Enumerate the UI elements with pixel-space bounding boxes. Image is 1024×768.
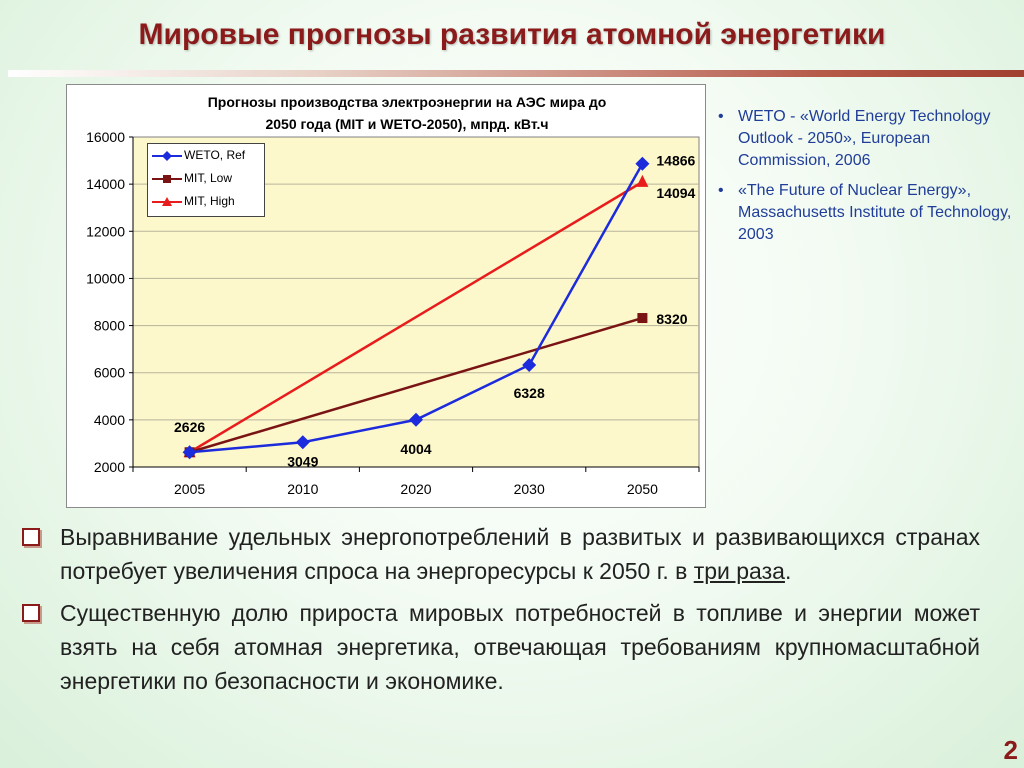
- bullet-item: Выравнивание удельных энергопотреблений …: [22, 520, 980, 588]
- legend-triangle-icon: [152, 197, 182, 206]
- data-label: 4004: [400, 441, 431, 457]
- bullet-list: Выравнивание удельных энергопотреблений …: [22, 520, 980, 706]
- reference-list: WETO - «World Energy Technology Outlook …: [716, 106, 1016, 254]
- data-point-diamond: [295, 435, 310, 450]
- data-point-diamond: [409, 412, 423, 427]
- data-point-diamond: [182, 445, 197, 460]
- data-label: 3049: [287, 453, 318, 469]
- x-tick-label: 2050: [627, 481, 658, 497]
- data-label: 14094: [656, 185, 695, 201]
- y-tick-label: 6000: [94, 365, 125, 381]
- reference-item: «The Future of Nuclear Energy», Massachu…: [716, 180, 1016, 246]
- data-point-diamond: [635, 156, 650, 171]
- y-tick-label: 8000: [94, 318, 125, 334]
- data-label: 8320: [656, 311, 687, 327]
- chart-frame: 2000 4000 6000 8000 10000 12000 14000 16000 2005…: [66, 84, 706, 508]
- legend-label-mit-low: MIT, Low: [184, 171, 233, 185]
- page-number: 2: [1003, 735, 1018, 765]
- x-tick-label: 2030: [514, 481, 545, 497]
- slide-title: Мировые прогнозы развития атомной энерге…: [138, 18, 886, 51]
- checkbox-bullet-icon: [22, 528, 40, 546]
- y-tick-label: 4000: [94, 412, 125, 428]
- bullet-text: Существенную долю прироста мировых потре…: [60, 600, 980, 694]
- title-divider: [8, 70, 1024, 77]
- y-tick-label: 2000: [94, 459, 125, 475]
- chart-title-line-2: 2050 года (MIT и WETO-2050), мпрд. кВт.ч: [265, 116, 549, 132]
- chart-title-line-1: Прогнозы производства электроэнергии на …: [207, 94, 607, 110]
- bullet-emphasis: три раза: [693, 558, 785, 584]
- legend-item-weto-ref: WETO, Ref: [148, 144, 264, 167]
- series-line-1: [189, 316, 643, 454]
- checkbox-bullet-icon: [22, 604, 40, 622]
- bullet-text: Выравнивание удельных энергопотреблений …: [60, 524, 980, 584]
- legend-label-mit-high: MIT, High: [184, 194, 235, 208]
- data-label: 2626: [174, 419, 205, 435]
- data-point-triangle: [636, 174, 649, 187]
- legend-label-weto-ref: WETO, Ref: [184, 148, 246, 162]
- y-tick-label: 10000: [86, 270, 125, 286]
- x-tick-label: 2020: [400, 481, 431, 497]
- y-tick-label: 12000: [86, 223, 125, 239]
- legend-square-icon: [152, 175, 182, 183]
- data-point-diamond: [522, 357, 537, 372]
- y-tick-label: 14000: [86, 176, 125, 192]
- series-line-2: [188, 180, 644, 454]
- x-tick-label: 2010: [287, 481, 318, 497]
- legend-item-mit-low: MIT, Low: [148, 167, 264, 190]
- legend-item-mit-high: MIT, High: [148, 190, 264, 213]
- bullet-text-end: .: [784, 558, 792, 584]
- data-point-square: [637, 313, 648, 324]
- y-tick-label: 16000: [86, 129, 125, 145]
- x-tick-label: 2005: [174, 481, 205, 497]
- data-label: 6328: [514, 385, 545, 401]
- legend-diamond-icon: [152, 151, 182, 161]
- reference-item: WETO - «World Energy Technology Outlook …: [716, 106, 1016, 172]
- chart-legend: WETO, Ref MIT, Low MIT, High: [147, 143, 265, 217]
- data-label: 14866: [656, 153, 695, 169]
- bullet-item: Существенную долю прироста мировых потре…: [22, 596, 980, 698]
- chart-title: Прогнозы производства электроэнергии на …: [147, 91, 667, 135]
